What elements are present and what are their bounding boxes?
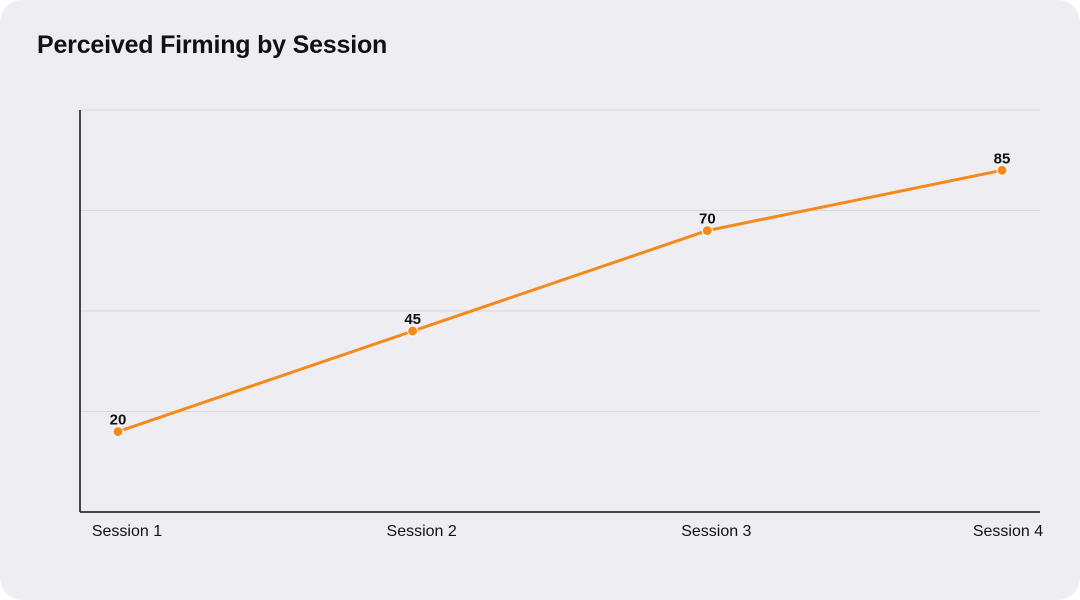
series-line [116, 168, 1004, 434]
x-tick-label: Session 1 [92, 523, 162, 540]
chart-title: Perceived Firming by Session [37, 31, 388, 59]
data-point [407, 325, 419, 337]
data-point [996, 164, 1008, 176]
x-tick-labels: Session 1 Session 2 Session 3 Session 4 [92, 523, 1043, 540]
x-tick-label: Session 4 [973, 523, 1043, 540]
series-line-group [116, 168, 1004, 434]
data-label: 85 [994, 150, 1011, 167]
data-label: 45 [404, 311, 421, 328]
x-tick-label: Session 3 [681, 523, 751, 540]
data-point [112, 426, 124, 438]
data-label: 20 [110, 412, 127, 429]
grid-lines [80, 109, 1040, 412]
axes [79, 110, 1040, 513]
data-point [701, 225, 713, 237]
data-label: 70 [699, 211, 716, 228]
data-points [112, 164, 1008, 438]
x-tick-label: Session 2 [387, 523, 457, 540]
data-labels: 20 45 70 85 [110, 150, 1011, 428]
